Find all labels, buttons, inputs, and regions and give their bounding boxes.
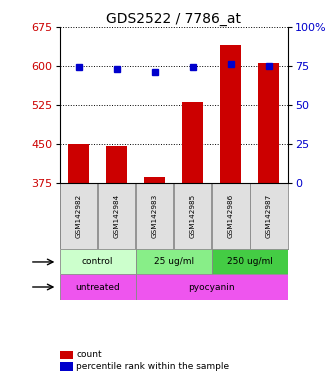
Bar (174, 183, 212, 249)
Bar (136, 275, 288, 300)
Bar (212, 183, 250, 249)
Text: count: count (76, 350, 102, 359)
Text: GSM142983: GSM142983 (152, 194, 158, 238)
Text: pyocyanin: pyocyanin (189, 283, 235, 291)
Text: GSM142984: GSM142984 (114, 194, 120, 238)
Title: GDS2522 / 7786_at: GDS2522 / 7786_at (106, 12, 241, 26)
Bar (250, 183, 288, 249)
Bar (98, 183, 135, 249)
Bar (136, 183, 173, 249)
Text: untreated: untreated (75, 283, 120, 291)
Bar (106, 146, 127, 183)
Bar (60, 183, 97, 249)
Bar (68, 144, 89, 183)
Bar (259, 63, 279, 183)
Bar (220, 45, 241, 183)
Text: GSM142985: GSM142985 (190, 194, 196, 238)
Text: control: control (82, 257, 114, 266)
Bar (136, 250, 212, 275)
Text: GSM142987: GSM142987 (266, 194, 272, 238)
Bar (60, 275, 136, 300)
Bar (144, 177, 165, 183)
Bar (212, 250, 288, 275)
Bar (60, 250, 136, 275)
Text: 250 ug/ml: 250 ug/ml (227, 257, 273, 266)
Text: GSM142986: GSM142986 (228, 194, 234, 238)
Text: percentile rank within the sample: percentile rank within the sample (76, 362, 229, 371)
Text: GSM142982: GSM142982 (75, 194, 82, 238)
Text: 25 ug/ml: 25 ug/ml (154, 257, 194, 266)
Bar (182, 102, 203, 183)
